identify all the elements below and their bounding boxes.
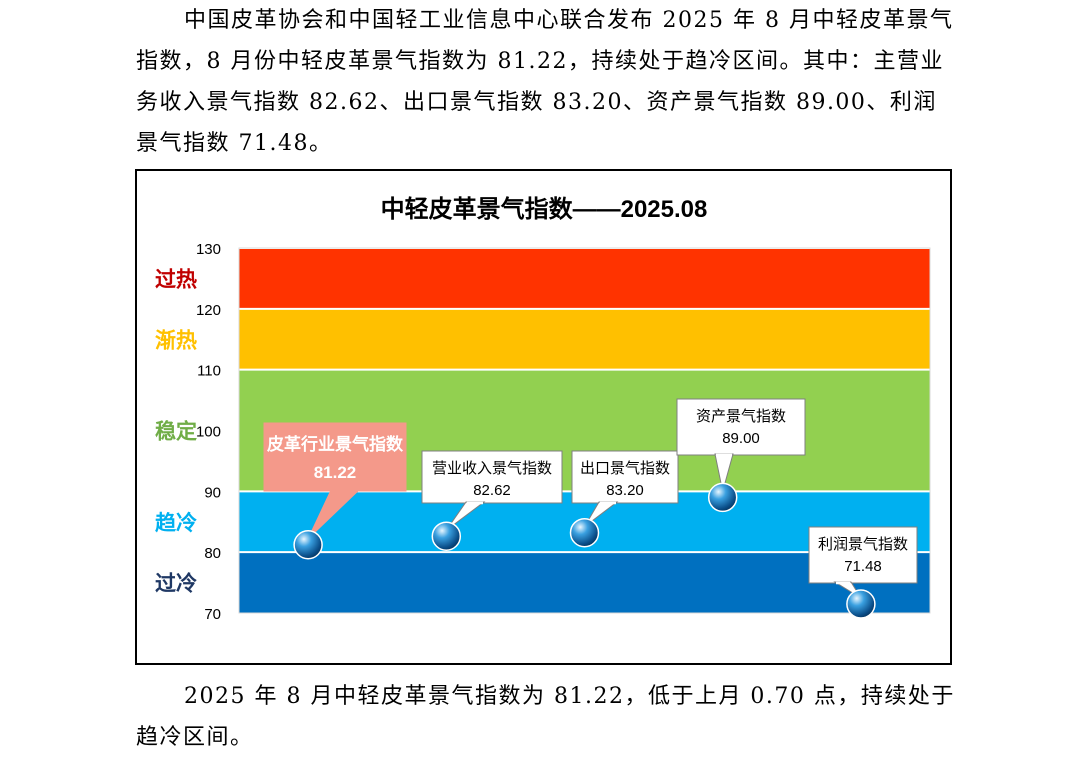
y-tick-label: 120 xyxy=(196,302,221,319)
y-tick-label: 80 xyxy=(204,545,221,562)
zone-label: 渐热 xyxy=(155,327,197,352)
index-chart: 中轻皮革景气指数——2025.08 70 80 90 100 110 120 130 过热渐… xyxy=(137,171,950,663)
data-label-value: 83.20 xyxy=(606,482,644,499)
data-point xyxy=(847,590,875,618)
outro-paragraph: 2025 年 8 月中轻皮革景气指数为 81.22，低于上月 0.70 点，持续… xyxy=(136,676,956,758)
y-axis: 70 80 90 100 110 120 130 xyxy=(196,241,221,623)
y-tick-label: 70 xyxy=(204,606,221,623)
data-label-name: 出口景气指数 xyxy=(580,459,670,477)
data-label-value: 81.22 xyxy=(314,463,357,482)
intro-paragraph: 中国皮革协会和中国轻工业信息中心联合发布 2025 年 8 月中轻皮革景气指数，… xyxy=(136,0,956,164)
zone-label: 过热 xyxy=(155,266,197,291)
data-label-value: 89.00 xyxy=(722,430,760,447)
data-label-name: 资产景气指数 xyxy=(696,407,786,425)
zone-band xyxy=(239,309,930,370)
data-point xyxy=(294,531,322,559)
chart-container: 中轻皮革景气指数——2025.08 70 80 90 100 110 120 130 过热渐… xyxy=(135,169,952,665)
y-tick-label: 110 xyxy=(197,363,221,380)
data-label-value: 82.62 xyxy=(473,482,511,499)
data-label-name: 营业收入景气指数 xyxy=(432,459,552,477)
y-tick-label: 90 xyxy=(204,484,221,501)
zone-label: 过冷 xyxy=(155,571,197,596)
data-point xyxy=(571,519,599,547)
chart-title: 中轻皮革景气指数——2025.08 xyxy=(381,195,708,223)
data-label-name: 利润景气指数 xyxy=(818,535,908,553)
zone-label: 稳定 xyxy=(155,419,197,444)
data-label-value: 71.48 xyxy=(844,558,882,575)
data-point xyxy=(709,483,737,511)
data-label-name: 皮革行业景气指数 xyxy=(267,434,404,455)
zone-label: 趋冷 xyxy=(155,510,197,535)
zone-band xyxy=(239,248,930,309)
data-point xyxy=(432,522,460,550)
y-tick-label: 130 xyxy=(196,241,221,258)
y-tick-label: 100 xyxy=(196,424,221,441)
